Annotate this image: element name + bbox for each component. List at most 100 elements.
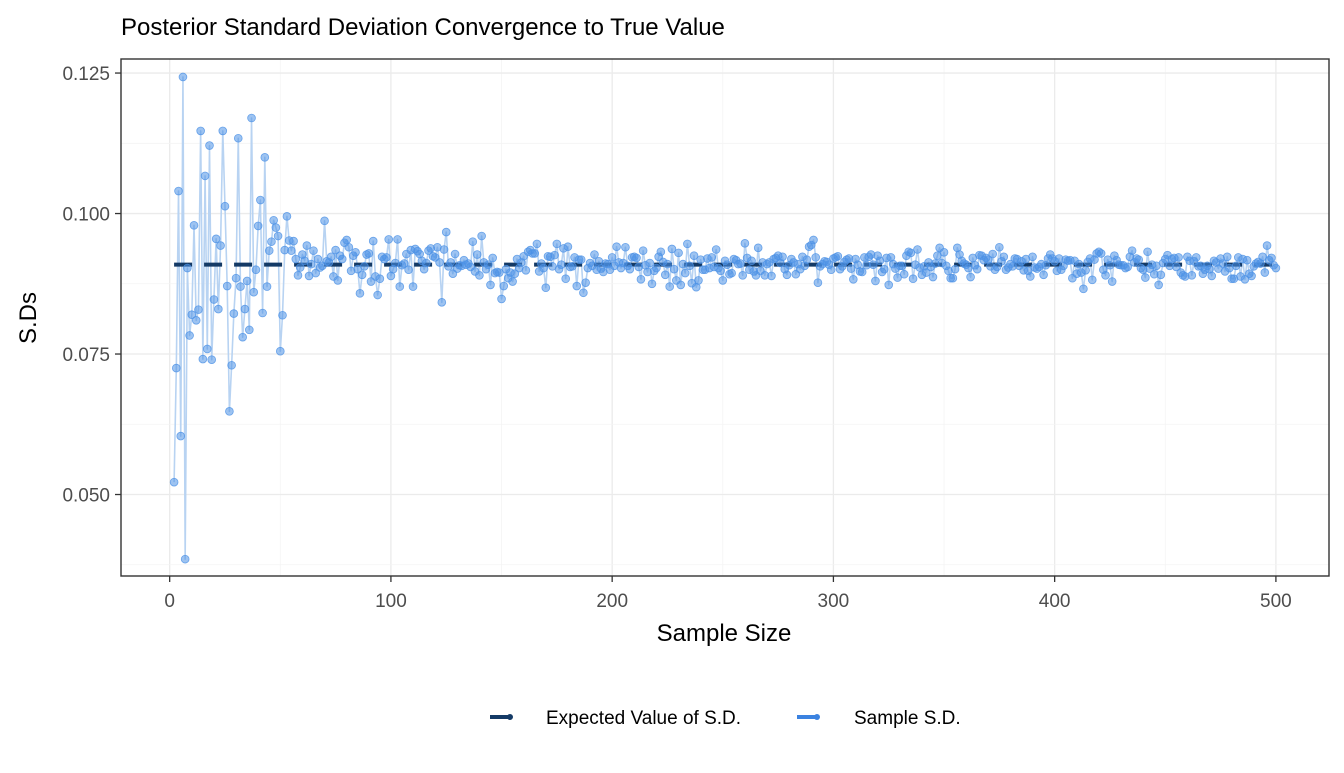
sample-sd-point	[483, 260, 493, 269]
sample-sd-point	[198, 354, 208, 364]
sample-sd-point	[189, 221, 199, 230]
sample-sd-point	[399, 259, 409, 268]
sample-sd-point	[495, 268, 504, 277]
sample-sd-point	[811, 253, 821, 262]
sample-sd-point	[295, 263, 305, 272]
sample-sd-point	[499, 281, 509, 291]
sample-sd-point	[214, 304, 223, 314]
sample-sd-point	[267, 237, 276, 246]
sample-sd-point	[846, 264, 856, 273]
sample-sd-point	[572, 281, 582, 291]
sample-sd-point	[665, 282, 674, 291]
sample-sd-point	[833, 251, 843, 261]
sample-sd-point	[568, 262, 577, 271]
sample-sd-point	[694, 276, 703, 285]
sample-sd-point	[1123, 262, 1132, 272]
sample-sd-point	[357, 270, 367, 280]
sample-sd-point	[262, 282, 272, 291]
sample-sd-point	[1154, 280, 1163, 290]
sample-sd-point	[809, 235, 818, 245]
sample-sd-point	[437, 298, 447, 307]
sample-sd-point	[251, 265, 261, 275]
sample-sd-point	[674, 248, 683, 258]
sample-sd-point	[778, 252, 787, 262]
y-tick-label: 0.075	[62, 345, 110, 366]
sample-sd-point	[169, 477, 179, 487]
sample-sd-point	[1247, 271, 1256, 281]
sample-sd-point	[660, 270, 670, 280]
sample-sd-point	[510, 269, 520, 278]
sample-sd-line	[173, 76, 1277, 560]
sample-sd-point	[871, 276, 880, 286]
sample-sd-point	[231, 273, 241, 283]
y-axis-title: S.Ds	[15, 292, 42, 344]
x-tick-label: 200	[596, 591, 628, 612]
sample-sd-point	[1260, 268, 1270, 277]
sample-sd-point	[185, 331, 194, 340]
sample-sd-point	[1222, 252, 1232, 262]
sample-sd-point	[225, 407, 234, 416]
sample-sd-point	[422, 258, 431, 268]
sample-sd-point	[950, 264, 960, 274]
sample-sd-point	[331, 245, 340, 255]
sample-sd-point	[1187, 271, 1197, 280]
sample-sd-point	[439, 245, 449, 254]
sample-sd-point	[908, 274, 918, 284]
sample-sd-point	[183, 263, 192, 273]
sample-sd-point	[689, 251, 699, 260]
sample-sd-point	[450, 249, 460, 259]
sample-sd-point	[1028, 252, 1037, 262]
sample-sd-point	[375, 274, 385, 284]
sample-sd-point	[939, 248, 949, 257]
sample-sd-point	[556, 260, 566, 269]
sample-sd-point	[209, 295, 219, 304]
sample-sd-point	[1174, 253, 1183, 262]
sample-sd-point	[530, 249, 540, 258]
sample-sd-point	[669, 264, 679, 274]
sample-sd-point	[245, 325, 254, 335]
sample-sd-point	[740, 239, 750, 248]
sample-sd-point	[636, 274, 646, 284]
sample-sd-point	[289, 236, 298, 246]
sample-sd-point	[202, 344, 212, 354]
sample-sd-point	[351, 248, 360, 257]
sample-sd-point	[218, 126, 228, 136]
sample-sd-point	[222, 281, 232, 291]
sample-sd-point	[563, 242, 573, 251]
sample-sd-point	[236, 282, 245, 291]
sample-sd-point	[258, 308, 267, 318]
sample-sd-point	[680, 268, 690, 278]
sample-sd-point	[1218, 259, 1228, 268]
sample-sd-point	[638, 246, 648, 255]
sample-sd-point	[782, 270, 792, 280]
sample-sd-point	[988, 249, 998, 259]
sample-sd-point	[868, 260, 878, 269]
sample-sd-point	[1271, 263, 1281, 273]
sample-sd-point	[738, 271, 747, 280]
sample-sd-point	[404, 265, 413, 275]
sample-sd-point	[275, 346, 285, 356]
sample-sd-point	[590, 250, 599, 259]
sample-sd-point	[373, 290, 382, 300]
sample-sd-point	[1096, 249, 1106, 258]
legend-label-sample: Sample S.D.	[854, 708, 961, 729]
sample-sd-point	[995, 242, 1004, 252]
sample-sd-point	[747, 256, 756, 266]
sample-sd-point	[211, 234, 221, 244]
sample-sd-point	[395, 282, 405, 291]
sample-sd-point	[1105, 260, 1115, 270]
sample-sd-point	[326, 252, 336, 262]
sample-sd-point	[826, 265, 836, 275]
sample-sd-point	[368, 236, 378, 246]
sample-sd-point	[857, 267, 867, 277]
sample-sd-point	[711, 245, 721, 254]
sample-sd-point	[972, 264, 982, 274]
sample-sd-point	[337, 254, 347, 264]
sample-sd-point	[849, 274, 858, 284]
legend-key-sample-point	[814, 714, 820, 720]
x-tick-label: 400	[1039, 591, 1071, 612]
sample-sd-point	[194, 305, 203, 314]
sample-sd-point	[249, 287, 259, 297]
x-tick-label: 500	[1260, 591, 1292, 612]
